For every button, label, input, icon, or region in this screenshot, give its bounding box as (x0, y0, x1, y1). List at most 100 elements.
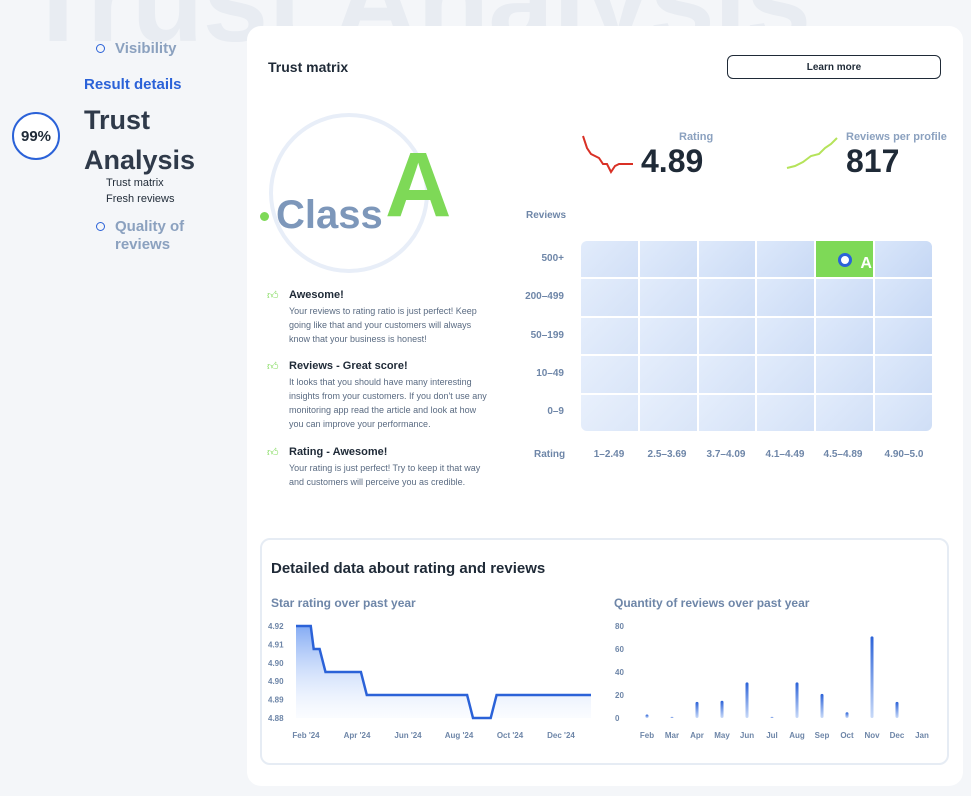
active-cell-label: A (860, 255, 872, 272)
subnav-trust-matrix[interactable]: Trust matrix (106, 177, 164, 189)
matrix-cell (757, 317, 815, 355)
section-title: Trust Analysis (84, 100, 195, 180)
matrix-cell (581, 317, 638, 355)
rating-line (296, 624, 591, 720)
section-title-line2: Analysis (84, 145, 196, 175)
class-word: Class (276, 193, 383, 237)
matrix-row-label: 0–9 (547, 406, 564, 417)
matrix-cell (757, 356, 815, 393)
nav-item-label-line2: reviews (115, 236, 171, 253)
thumbs-up-icon: 👍︎ (267, 447, 279, 459)
review-bar (720, 700, 724, 718)
x-tick-label: Aug (789, 731, 805, 740)
x-tick-label: Mar (665, 731, 679, 740)
current-position-marker (838, 253, 853, 267)
review-bar (845, 712, 849, 718)
class-ring (269, 113, 429, 273)
y-tick-label: 80 (615, 622, 624, 631)
matrix-col-label: 1–2.49 (593, 449, 625, 460)
matrix-cell (698, 317, 756, 355)
x-tick-label: Dec '24 (547, 731, 575, 740)
x-tick-label: Oct '24 (497, 731, 524, 740)
y-tick-label: 20 (615, 691, 624, 700)
review-bar (695, 701, 699, 718)
thumbs-up-icon: 👍︎ (267, 290, 279, 302)
x-tick-label: Jan (915, 731, 929, 740)
matrix-cell (698, 356, 756, 393)
learn-more-button[interactable]: Learn more (727, 55, 941, 79)
feedback-item: 👍︎ Awesome! Your reviews to rating ratio… (267, 289, 487, 346)
matrix-cell (875, 241, 932, 278)
matrix-row-label: 10–49 (536, 368, 564, 379)
feedback-text: It looks that you should have many inter… (289, 377, 487, 429)
review-bar (645, 714, 649, 718)
matrix-col-label: 3.7–4.09 (706, 449, 746, 460)
feedback-item: 👍︎ Rating - Awesome! Your rating is just… (267, 446, 487, 489)
matrix-cell (698, 394, 756, 431)
matrix-cell (639, 317, 697, 355)
nav-bullet-icon (96, 222, 105, 231)
x-tick-label: Aug '24 (445, 731, 474, 740)
y-tick-label: 60 (615, 645, 624, 654)
matrix-cell (816, 394, 874, 431)
y-tick-label: 4.91 (268, 640, 284, 649)
matrix-row-label: 200–499 (525, 291, 564, 302)
reviews-per-profile-label: Reviews per profile (846, 131, 947, 143)
review-bar (795, 682, 799, 718)
matrix-col-label: 4.1–4.49 (765, 449, 805, 460)
matrix-cell (875, 356, 932, 393)
section-title-line1: Trust (84, 105, 151, 135)
matrix-row-label: 50–199 (530, 330, 564, 341)
matrix-cell (875, 317, 932, 355)
card-title: Trust matrix (268, 59, 349, 75)
x-tick-label: Jun (740, 731, 754, 740)
reviews-bar-chart: 80 60 40 20 0 Feb Mar Apr May Jun Jul Aug Sep Oct Nov D… (615, 622, 929, 740)
x-tick-label: Feb '24 (292, 731, 320, 740)
review-bar (820, 693, 824, 718)
feedback-item: 👍︎ Reviews - Great score! It looks that … (267, 360, 487, 431)
x-tick-label: Jun '24 (394, 731, 422, 740)
nav-result-details[interactable]: Result details (84, 76, 182, 93)
matrix-cell (581, 241, 638, 278)
x-tick-label: May (714, 731, 730, 740)
matrix-col-label: 4.5–4.89 (823, 449, 863, 460)
feedback-title: Reviews - Great score! (289, 360, 408, 372)
matrix-cell (698, 241, 756, 278)
matrix-cell (639, 356, 697, 393)
y-tick-label: 4.90 (268, 677, 284, 686)
matrix-y-axis-title: Reviews (526, 210, 567, 221)
rating-label: Rating (679, 131, 714, 143)
y-tick-label: 4.90 (268, 659, 284, 668)
nav-item-label: Quality of reviews (115, 218, 184, 254)
x-tick-label: Oct (840, 731, 854, 740)
review-bar (770, 716, 774, 718)
nav-item-visibility[interactable]: Visibility (96, 40, 176, 58)
trust-matrix-card: Trust matrix Learn more Class A 👍︎ Aweso… (247, 26, 963, 786)
feedback-text: Your rating is just perfect! Try to keep… (289, 463, 481, 487)
review-bar (670, 716, 674, 718)
rating-sparkline-icon (582, 135, 633, 174)
status-dot-icon (260, 212, 269, 221)
class-letter: A (385, 134, 452, 236)
matrix-col-label: 2.5–3.69 (647, 449, 687, 460)
matrix-cell (757, 394, 815, 431)
y-tick-label: 0 (615, 714, 620, 723)
y-tick-label: 4.88 (268, 714, 284, 723)
reviews-per-profile-value: 817 (846, 143, 900, 179)
nav-item-label: Visibility (115, 40, 177, 57)
detailed-data-panel: Detailed data about rating and reviews S… (260, 538, 949, 765)
review-bar (870, 636, 874, 718)
progress-ring: 99% (12, 112, 60, 160)
nav-bullet-icon (96, 44, 105, 53)
trust-matrix-grid: A (581, 241, 932, 431)
y-tick-label: 4.89 (268, 696, 284, 705)
matrix-cell (816, 279, 874, 316)
detailed-data-title: Detailed data about rating and reviews (271, 560, 546, 577)
matrix-cell (816, 356, 874, 393)
feedback-title: Awesome! (289, 289, 344, 301)
nav-item-quality-of-reviews[interactable]: Quality of reviews (96, 218, 184, 254)
subnav-fresh-reviews[interactable]: Fresh reviews (106, 193, 175, 205)
star-rating-line-chart: 4.92 4.91 4.90 4.90 4.89 4.88 Feb '24 Apr '24 Ju… (268, 622, 591, 740)
matrix-row-label: 500+ (541, 253, 564, 264)
y-tick-label: 40 (615, 668, 624, 677)
